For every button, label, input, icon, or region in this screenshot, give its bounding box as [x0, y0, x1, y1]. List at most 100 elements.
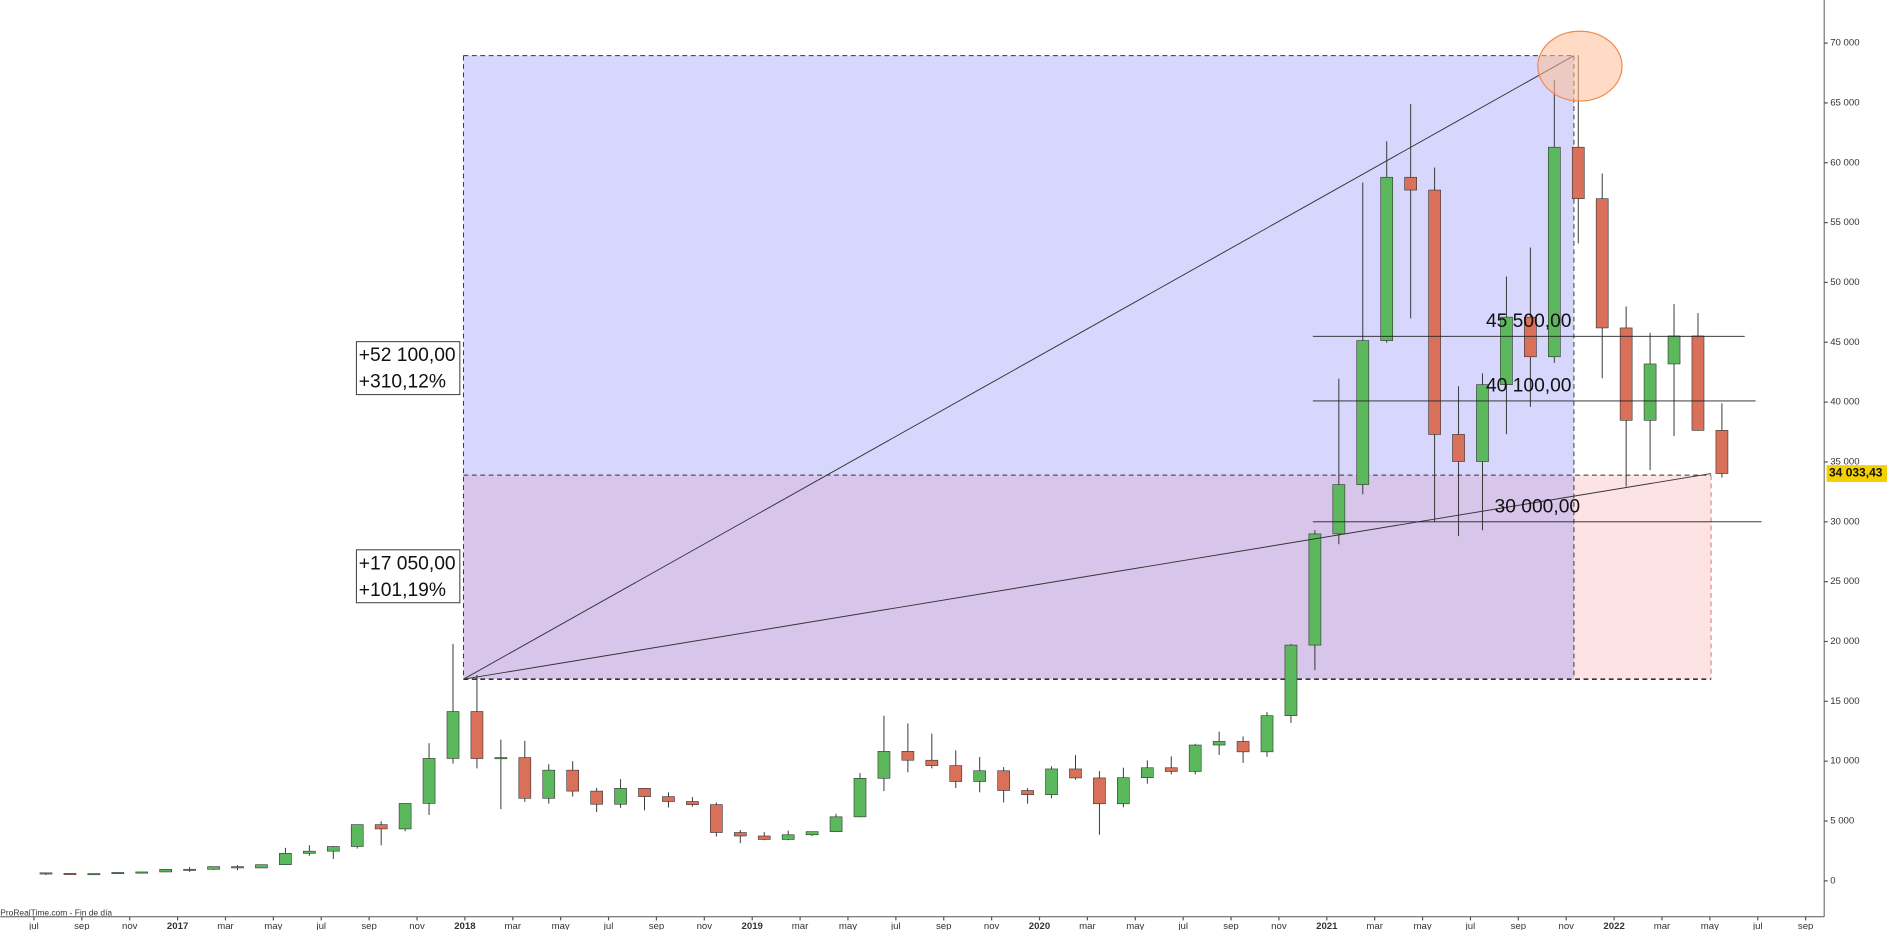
y-tick-label: 25 000 — [1830, 576, 1859, 587]
x-tick-label: jul — [1465, 921, 1476, 930]
y-tick-label: 30 000 — [1830, 516, 1859, 527]
candle-body — [614, 788, 627, 805]
candle-body — [590, 790, 603, 805]
measure-lower — [463, 475, 1574, 680]
candle-body — [542, 769, 556, 799]
candle-body — [1547, 146, 1561, 358]
candle-body — [1332, 484, 1346, 535]
change-percent: +101,19% — [359, 580, 446, 601]
x-tick-label: 2019 — [742, 921, 763, 930]
x-tick-label: may — [839, 921, 857, 930]
candle-body — [757, 835, 771, 840]
x-tick-label: jul — [890, 921, 901, 930]
candle-body — [662, 796, 675, 802]
x-tick-label: 2018 — [454, 921, 476, 930]
x-tick-label: sep — [361, 921, 377, 930]
candle-body — [1021, 790, 1034, 795]
candle-body — [183, 868, 196, 871]
y-tick-label: 50 000 — [1830, 277, 1859, 288]
candle-body — [350, 824, 364, 847]
candle-body — [1715, 430, 1729, 474]
y-tick-label: 60 000 — [1830, 157, 1859, 168]
candle-body — [446, 711, 460, 759]
y-tick-label: 5 000 — [1830, 816, 1854, 827]
candle-body — [1140, 767, 1154, 778]
candle-body — [1236, 741, 1250, 753]
x-tick-label: nov — [409, 921, 425, 930]
last-price-label: 34 033,43 — [1829, 466, 1883, 480]
x-tick-label: nov — [1271, 921, 1287, 930]
candle-body — [1093, 777, 1106, 805]
candle-body — [925, 759, 939, 766]
y-tick-label: 20 000 — [1830, 636, 1859, 647]
candle-body — [279, 853, 292, 866]
change-value: +52 100,00 — [359, 345, 456, 366]
y-tick-label: 70 000 — [1830, 38, 1859, 49]
change-box — [355, 341, 461, 396]
candle-body — [1045, 768, 1058, 795]
candle-body — [87, 873, 101, 876]
candle-body — [1164, 767, 1178, 772]
trend-line — [463, 55, 1575, 680]
candle-body — [135, 871, 149, 874]
highlight-circle — [1537, 30, 1623, 102]
candle-body — [39, 872, 53, 875]
candle-body — [255, 864, 268, 869]
x-tick-label: sep — [1511, 921, 1527, 930]
x-tick-label: nov — [1558, 921, 1574, 930]
candle-body — [1691, 335, 1705, 431]
x-tick-label: jul — [1177, 921, 1188, 930]
x-tick-label: mar — [217, 921, 234, 930]
candle-body — [638, 788, 651, 797]
x-tick-label: nov — [984, 921, 1000, 930]
candle-body — [231, 866, 244, 869]
x-tick-label: jul — [1752, 921, 1763, 930]
candle-body — [470, 711, 484, 759]
candle-body — [949, 765, 963, 782]
last-price-tag — [1826, 465, 1887, 482]
candle-body — [1117, 777, 1130, 805]
candle-body — [1452, 434, 1465, 462]
x-tick-label: jul — [603, 921, 614, 930]
x-tick-label: mar — [505, 921, 522, 930]
candle-body — [1069, 768, 1082, 779]
x-tick-label: may — [1126, 921, 1144, 930]
y-tick-label: 0 — [1830, 875, 1835, 886]
candle-body — [973, 770, 987, 782]
candle-body — [710, 804, 723, 833]
measure-upper — [463, 55, 1574, 476]
candle-body — [997, 770, 1010, 791]
y-tick-label: 45 000 — [1830, 337, 1859, 348]
candle-body — [1260, 715, 1274, 753]
x-tick-label: mar — [1654, 921, 1671, 930]
x-tick-label: 2022 — [1603, 921, 1624, 930]
candle-body — [853, 777, 867, 818]
candle-body — [303, 850, 316, 854]
y-tick-label: 35 000 — [1830, 457, 1859, 468]
candle-body — [518, 757, 532, 799]
candle-body — [1212, 741, 1226, 746]
change-box — [355, 549, 461, 604]
candle-body — [805, 831, 819, 836]
y-tick-label: 55 000 — [1830, 217, 1859, 228]
candle-body — [63, 873, 77, 875]
candle-body — [686, 801, 699, 805]
candle-body — [1476, 384, 1489, 462]
x-tick-label: sep — [74, 921, 90, 930]
candle-body — [566, 769, 580, 792]
candle-body — [1643, 363, 1657, 421]
y-tick-label: 40 000 — [1830, 397, 1859, 408]
x-tick-label: mar — [792, 921, 809, 930]
candle-body — [1595, 198, 1609, 329]
x-tick-label: 2021 — [1316, 921, 1338, 930]
candle-body — [733, 832, 747, 837]
x-tick-label: may — [552, 921, 570, 930]
candle-body — [422, 758, 436, 804]
candle-body — [1619, 327, 1633, 421]
candle-body — [829, 816, 843, 832]
measure-right — [1573, 475, 1712, 680]
x-tick-label: sep — [1798, 921, 1814, 930]
candle-body — [326, 846, 340, 852]
x-tick-label: mar — [1366, 921, 1383, 930]
